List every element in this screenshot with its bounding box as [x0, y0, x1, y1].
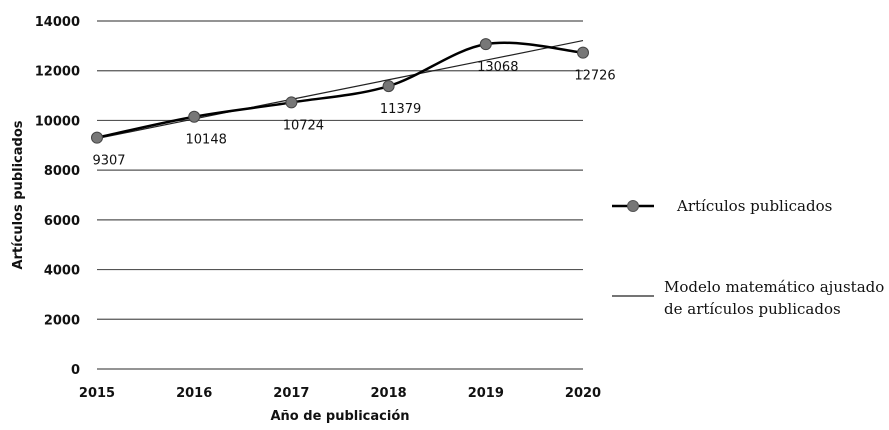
x-tick-label-2016: 2016: [176, 386, 212, 401]
legend: Artículos publicados Modelo matemático a…: [612, 197, 884, 318]
data-label-2019: 13068: [477, 60, 518, 75]
data-label-2016: 10148: [186, 133, 227, 148]
y-tick-label-10000: 10000: [35, 114, 80, 129]
x-tick-label-2020: 2020: [565, 386, 601, 401]
series-line-articles: [96, 41, 584, 139]
y-tick-label-8000: 8000: [44, 164, 80, 179]
legend-label-model-line1: Modelo matemático ajustado: [664, 278, 884, 296]
y-tick-label-0: 0: [71, 363, 80, 378]
x-axis-title: Año de publicación: [270, 409, 409, 424]
series-lines: [91, 38, 589, 144]
legend-label-model-line2: de artículos publicados: [664, 300, 841, 318]
x-tick-label-2019: 2019: [468, 386, 504, 401]
x-tick-label-2017: 2017: [273, 386, 309, 401]
data-point-2019: [479, 38, 492, 51]
x-tick-label-2015: 2015: [79, 386, 115, 401]
x-tick-label-2018: 2018: [371, 386, 407, 401]
y-axis-ticks: 0 2000 4000 6000 8000 10000 12000 14000: [35, 15, 80, 378]
legend-label-articles: Artículos publicados: [676, 197, 832, 215]
y-tick-label-2000: 2000: [44, 313, 80, 328]
data-label-2015: 9307: [92, 154, 125, 169]
x-axis-ticks: 2015 2016 2017 2018 2019 2020: [79, 386, 601, 401]
data-label-2017: 10724: [283, 118, 324, 133]
data-point-2020: [577, 46, 589, 59]
y-axis-title: Artículos publicados: [11, 120, 26, 269]
legend-marker-articles: [627, 200, 639, 212]
data-label-2018: 11379: [380, 102, 421, 117]
series-line-model: [96, 39, 584, 140]
y-tick-label-4000: 4000: [44, 264, 80, 279]
data-point-2015: [91, 131, 103, 144]
y-tick-label-14000: 14000: [35, 15, 80, 30]
data-label-2020: 12726: [574, 69, 615, 84]
data-point-2017: [285, 96, 298, 109]
data-point-2018: [382, 80, 395, 93]
y-tick-label-12000: 12000: [35, 65, 80, 80]
y-tick-label-6000: 6000: [44, 214, 80, 229]
data-labels: 9307 10148 10724 11379 13068 12726: [92, 60, 615, 168]
data-point-2016: [188, 110, 201, 123]
